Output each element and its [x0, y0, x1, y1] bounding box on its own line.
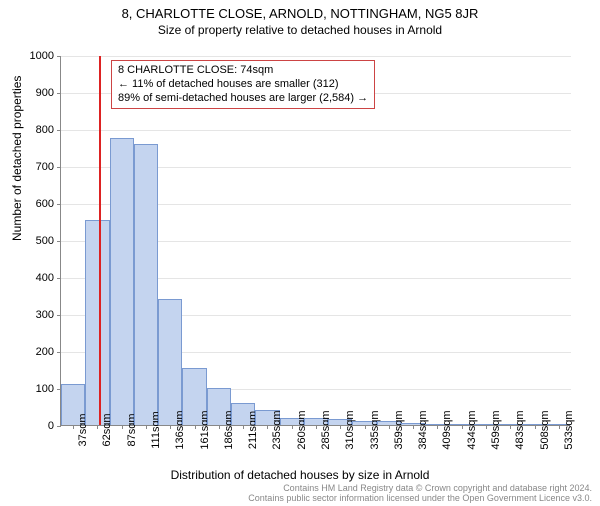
y-tick-label: 0 [48, 420, 54, 432]
y-tick-label: 500 [36, 235, 54, 247]
y-tick [57, 241, 61, 242]
x-tick-label: 359sqm [393, 410, 405, 449]
x-tick [195, 425, 196, 429]
x-tick [267, 425, 268, 429]
reference-line [99, 56, 101, 425]
x-tick [316, 425, 317, 429]
annotation-line: 89% of semi-detached houses are larger (… [118, 92, 368, 106]
x-tick [243, 425, 244, 429]
annotation-line: ← 11% of detached houses are smaller (31… [118, 78, 368, 92]
gridline [61, 56, 571, 57]
y-tick-label: 900 [36, 87, 54, 99]
x-tick-label: 260sqm [296, 410, 308, 449]
x-tick [219, 425, 220, 429]
chart-area: 0100200300400500600700800900100037sqm62s… [60, 56, 570, 426]
y-tick [57, 352, 61, 353]
x-tick-label: 235sqm [271, 410, 283, 449]
annotation-box: 8 CHARLOTTE CLOSE: 74sqm← 11% of detache… [111, 60, 375, 109]
x-tick-label: 459sqm [490, 410, 502, 449]
x-axis-title: Distribution of detached houses by size … [0, 468, 600, 482]
y-tick-label: 300 [36, 309, 54, 321]
x-tick [535, 425, 536, 429]
y-axis-title: Number of detached properties [10, 76, 24, 241]
y-tick [57, 426, 61, 427]
x-tick [170, 425, 171, 429]
x-tick [462, 425, 463, 429]
y-tick-label: 100 [36, 383, 54, 395]
y-tick [57, 278, 61, 279]
x-tick-label: 409sqm [441, 410, 453, 449]
footer-line: Contains public sector information licen… [248, 494, 592, 504]
x-tick-label: 384sqm [417, 410, 429, 449]
footer-attribution: Contains HM Land Registry data © Crown c… [248, 484, 592, 504]
x-tick [97, 425, 98, 429]
y-tick-label: 200 [36, 346, 54, 358]
annotation-line: 8 CHARLOTTE CLOSE: 74sqm [118, 64, 368, 78]
plot-area: 0100200300400500600700800900100037sqm62s… [60, 56, 570, 426]
x-tick-label: 483sqm [514, 410, 526, 449]
x-tick-label: 285sqm [320, 410, 332, 449]
x-tick [413, 425, 414, 429]
y-tick-label: 400 [36, 272, 54, 284]
y-tick [57, 56, 61, 57]
chart-title: 8, CHARLOTTE CLOSE, ARNOLD, NOTTINGHAM, … [0, 6, 600, 21]
x-tick [486, 425, 487, 429]
chart-subtitle: Size of property relative to detached ho… [0, 23, 600, 37]
x-tick [292, 425, 293, 429]
x-tick [340, 425, 341, 429]
histogram-bar [110, 138, 134, 425]
x-tick [389, 425, 390, 429]
x-tick-label: 310sqm [344, 410, 356, 449]
x-tick [510, 425, 511, 429]
y-tick [57, 315, 61, 316]
y-tick [57, 167, 61, 168]
x-tick [73, 425, 74, 429]
y-tick-label: 600 [36, 198, 54, 210]
histogram-bar [85, 220, 109, 425]
y-tick [57, 204, 61, 205]
x-tick [559, 425, 560, 429]
x-tick-label: 335sqm [369, 410, 381, 449]
gridline [61, 130, 571, 131]
x-tick [146, 425, 147, 429]
y-tick [57, 130, 61, 131]
y-tick [57, 93, 61, 94]
x-tick-label: 533sqm [563, 410, 575, 449]
y-tick-label: 800 [36, 124, 54, 136]
histogram-bar [158, 299, 182, 425]
histogram-bar [134, 144, 158, 425]
x-tick [437, 425, 438, 429]
x-tick-label: 434sqm [466, 410, 478, 449]
x-tick-label: 508sqm [539, 410, 551, 449]
y-tick-label: 1000 [30, 50, 54, 62]
x-tick [122, 425, 123, 429]
y-tick-label: 700 [36, 161, 54, 173]
x-tick [365, 425, 366, 429]
